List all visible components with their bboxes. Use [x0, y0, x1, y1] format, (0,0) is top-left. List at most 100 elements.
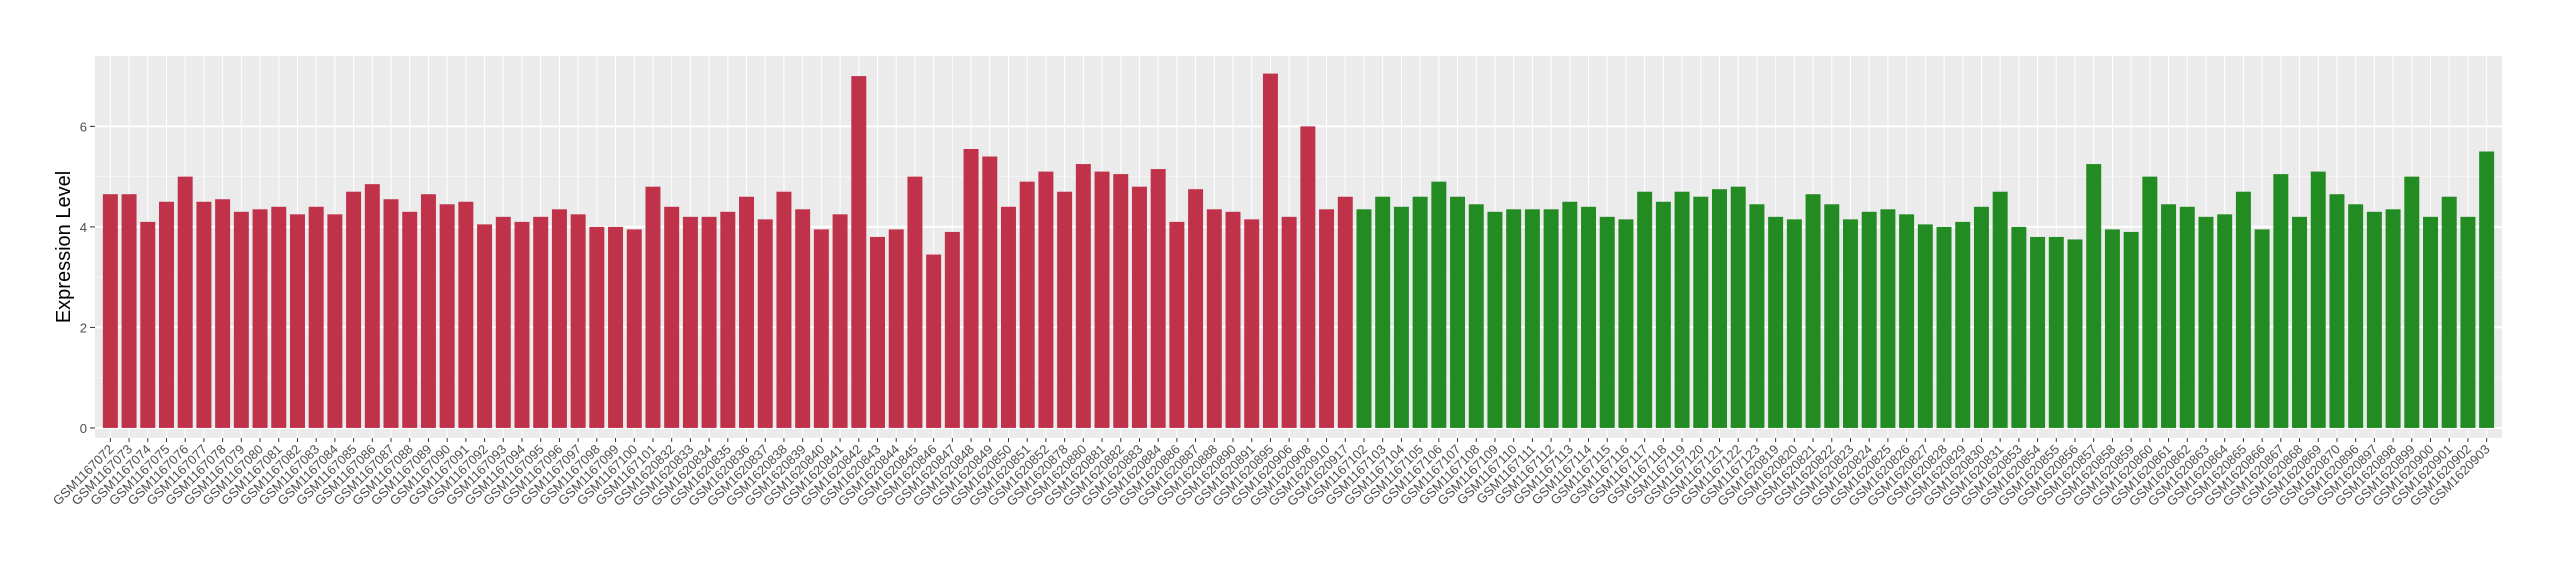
bar: [982, 156, 998, 428]
bar: [682, 216, 698, 428]
bar: [2292, 216, 2308, 428]
bar: [589, 226, 605, 428]
bar: [383, 199, 399, 428]
bar: [1955, 221, 1971, 428]
bar: [1805, 194, 1821, 428]
bar: [1693, 196, 1709, 428]
bar: [1356, 209, 1372, 428]
bar: [1150, 169, 1166, 428]
bar: [2198, 216, 2214, 428]
bar: [2385, 209, 2401, 428]
bar: [1206, 209, 1222, 428]
bar: [252, 209, 268, 428]
bar: [1786, 219, 1802, 428]
bar: [1244, 219, 1260, 428]
bar: [271, 206, 287, 428]
bar: [626, 229, 642, 428]
bar: [776, 191, 792, 428]
bar: [1973, 206, 1989, 428]
y-tick-label: 4: [80, 220, 87, 235]
bar: [1506, 209, 1522, 428]
bar: [926, 254, 942, 428]
bar: [1094, 171, 1110, 428]
bar: [177, 176, 193, 428]
y-tick-label: 2: [80, 320, 87, 335]
bar: [2235, 191, 2251, 428]
bar: [1281, 216, 1297, 428]
bar: [1936, 226, 1952, 428]
bar: [1468, 204, 1484, 428]
bar: [1543, 209, 1559, 428]
bar: [888, 229, 904, 428]
bar: [1562, 201, 1578, 428]
bar: [1992, 191, 2008, 428]
bar: [2348, 204, 2364, 428]
bar: [2254, 229, 2270, 428]
bar: [2479, 151, 2495, 428]
bar: [102, 194, 118, 428]
bar: [215, 199, 231, 428]
bar: [233, 211, 249, 428]
bar: [608, 226, 624, 428]
y-tick-label: 0: [80, 421, 87, 436]
bar: [327, 214, 343, 428]
bar: [308, 206, 324, 428]
bar: [720, 211, 736, 428]
bar: [1113, 174, 1129, 428]
bar: [2217, 214, 2233, 428]
bar: [1712, 189, 1727, 428]
bar: [439, 204, 455, 428]
bar: [289, 214, 305, 428]
bar: [851, 76, 867, 428]
bar: [458, 201, 474, 428]
bar: [645, 186, 661, 428]
bar: [2086, 164, 2102, 428]
bar: [2179, 206, 2195, 428]
bar: [1842, 219, 1858, 428]
bar: [2142, 176, 2158, 428]
bar: [420, 194, 436, 428]
bar: [795, 209, 811, 428]
bar: [1225, 211, 1241, 428]
bar: [364, 184, 380, 428]
bar: [570, 214, 586, 428]
bar: [1393, 206, 1409, 428]
bar: [2310, 171, 2326, 428]
bar: [1131, 186, 1147, 428]
bar: [1057, 191, 1073, 428]
bar: [1599, 216, 1615, 428]
bar: [1824, 204, 1840, 428]
bar: [1412, 196, 1428, 428]
bar: [1319, 209, 1335, 428]
bar: [2104, 229, 2120, 428]
bar: [2273, 174, 2289, 428]
bar: [2329, 194, 2345, 428]
bar: [1880, 209, 1896, 428]
bar: [1188, 189, 1204, 428]
bar: [2366, 211, 2382, 428]
bar: [2011, 226, 2027, 428]
bar: [963, 148, 979, 428]
y-axis-title: Expression Level: [53, 171, 75, 323]
bar: [1524, 209, 1540, 428]
bar: [1000, 206, 1016, 428]
bar: [551, 209, 567, 428]
bar: [1861, 211, 1877, 428]
bar: [870, 236, 885, 428]
bar: [1655, 201, 1671, 428]
bar: [1674, 191, 1690, 428]
bar: [1917, 224, 1933, 428]
bar: [121, 194, 137, 428]
bar: [1450, 196, 1466, 428]
bar: [1169, 221, 1185, 428]
bar: [2423, 216, 2438, 428]
bar: [514, 221, 530, 428]
bar: [477, 224, 493, 428]
bar: [1300, 126, 1316, 428]
bar: [1262, 73, 1278, 428]
plot-panel: [95, 56, 2502, 438]
bar: [664, 206, 680, 428]
bar: [533, 216, 549, 428]
bar: [1581, 206, 1597, 428]
